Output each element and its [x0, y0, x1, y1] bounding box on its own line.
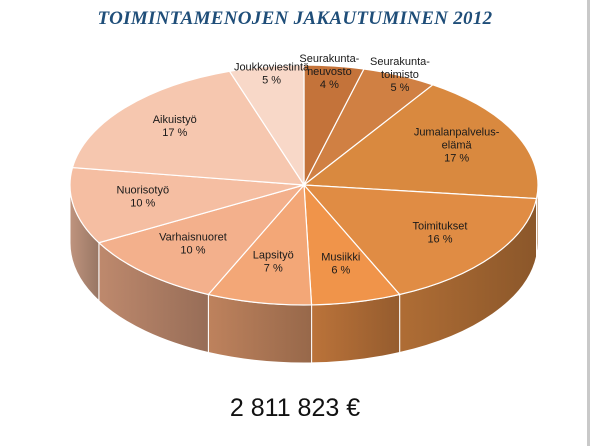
slice-label-seurakunta-toimisto: Seurakunta-toimisto 5 %	[370, 56, 430, 94]
slice-label-joukkoviestint: Joukkoviestintä 5 %	[234, 62, 310, 87]
pie-side-walls	[69, 184, 539, 364]
pie-top-faces	[69, 64, 539, 306]
pie-slice-lapsity	[207, 183, 313, 306]
slice-label-nuorisoty: Nuorisotyö 10 %	[117, 184, 170, 209]
pie-slice-aikuisty	[71, 70, 306, 186]
slice-label-toimitukset: Toimitukset 16 %	[412, 221, 467, 246]
slice-label-jumalanpalvelus-el-m: Jumalanpalvelus-elämä 17 %	[414, 126, 500, 164]
slice-label-lapsity: Lapsityö 7 %	[253, 250, 294, 275]
frame-edge	[587, 0, 590, 446]
slice-label-varhaisnuoret: Varhaisnuoret 10 %	[159, 231, 227, 256]
total-value: 2 811 823 €	[229, 394, 361, 422]
slice-label-musiikki: Musiikki 6 %	[321, 251, 360, 276]
pie-slice-joukkoviestint	[228, 64, 305, 188]
pie-labels: Seurakunta-neuvosto 4 % Seurakunta-toimist…	[117, 53, 500, 276]
chart-title: TOIMINTAMENOJEN JAKAUTUMINEN 2012	[97, 8, 493, 29]
pie-slice-varhaisnuoret	[97, 183, 306, 296]
pie-slice-toimitukset	[302, 184, 538, 296]
pie-slice-nuorisoty	[69, 166, 305, 244]
slice-label-seurakunta-neuvosto: Seurakunta-neuvosto 4 %	[299, 53, 359, 91]
slice-label-aikuisty: Aikuistyö 17 %	[153, 114, 197, 139]
pie-slice-jumalanpalvelus-el-m	[302, 84, 539, 200]
